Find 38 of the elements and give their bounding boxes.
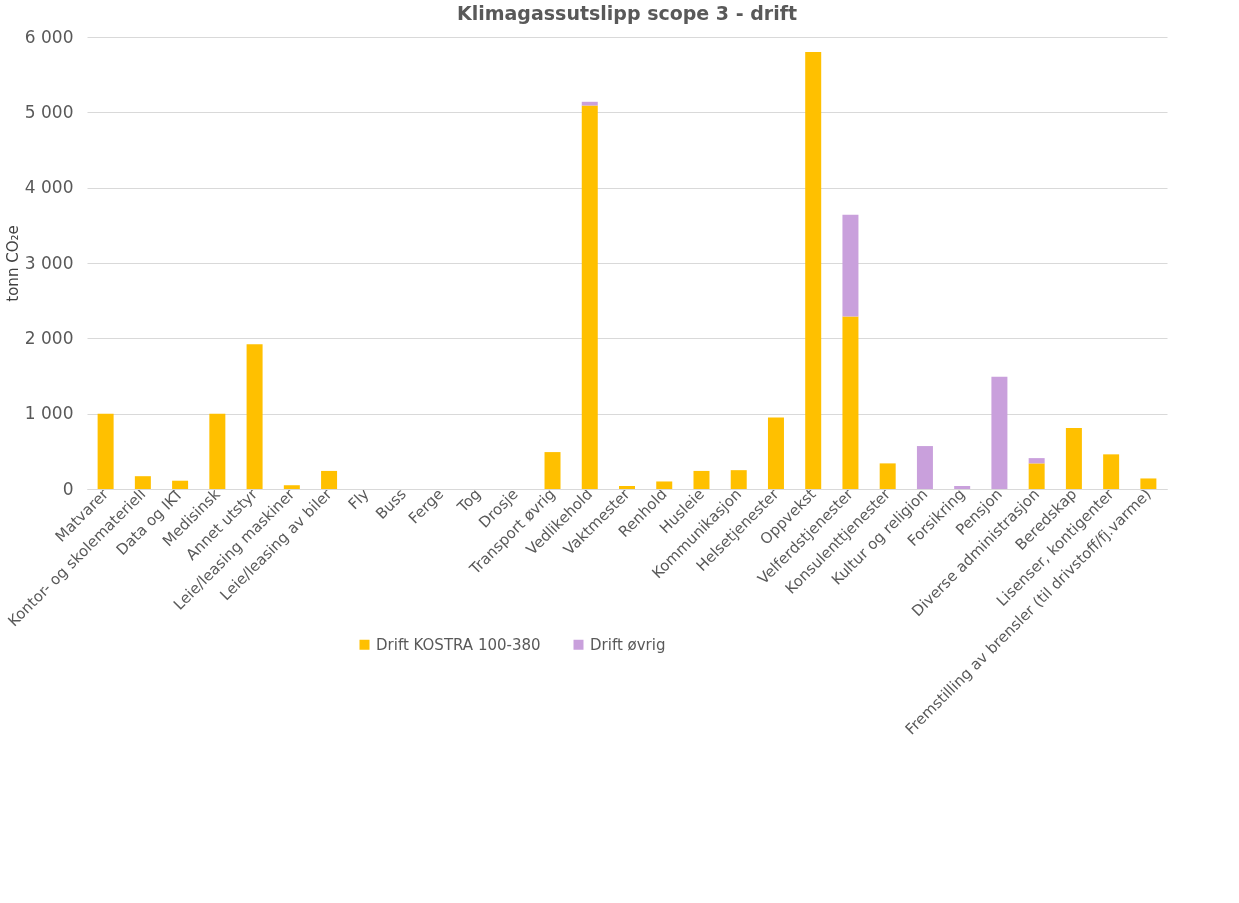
bar	[656, 481, 673, 489]
bar	[1140, 478, 1157, 489]
y-tick-label: 1 000	[24, 403, 74, 424]
bar	[1103, 454, 1120, 489]
bar	[97, 413, 114, 489]
bar	[693, 470, 710, 489]
bar	[283, 485, 300, 489]
bar	[1028, 463, 1045, 489]
bar	[134, 476, 151, 489]
bar	[805, 52, 822, 489]
y-tick-label: 2 000	[24, 327, 74, 348]
bar	[916, 446, 933, 489]
bar	[1065, 427, 1082, 489]
bar	[954, 485, 971, 489]
y-axis-title: tonn CO₂e	[3, 225, 22, 302]
bar	[1028, 458, 1045, 464]
bar	[991, 376, 1008, 489]
bar	[767, 417, 784, 489]
bar	[321, 470, 338, 489]
y-tick-label: 3 000	[24, 252, 74, 273]
legend-label: Drift øvrig	[590, 635, 666, 654]
chart-title: Klimagassutslipp scope 3 - drift	[456, 2, 798, 24]
y-tick-label: 6 000	[24, 26, 74, 47]
bar	[246, 344, 263, 489]
bar	[209, 413, 226, 489]
bar	[730, 470, 747, 489]
y-tick-label: 5 000	[24, 101, 74, 122]
bar	[842, 214, 859, 317]
legend-label: Drift KOSTRA 100-380	[376, 635, 541, 654]
bar	[172, 480, 189, 489]
x-tick-label: Fly	[344, 485, 373, 514]
bar	[842, 316, 859, 489]
bar	[619, 485, 635, 489]
bar	[879, 463, 896, 489]
bar	[581, 105, 598, 489]
y-tick-label: 4 000	[24, 177, 74, 198]
bar	[581, 101, 598, 106]
bar	[544, 452, 561, 489]
